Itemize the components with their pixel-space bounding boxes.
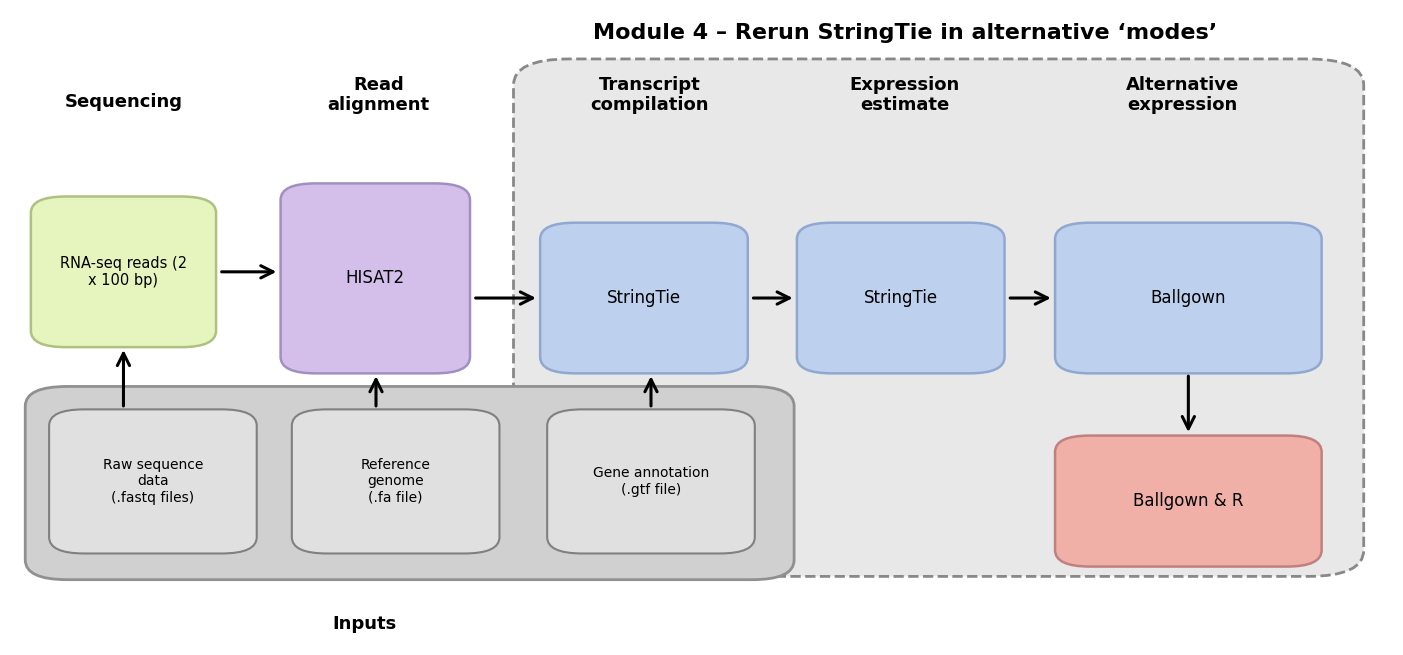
Text: Ballgown & R: Ballgown & R	[1134, 492, 1243, 510]
FancyBboxPatch shape	[540, 223, 748, 373]
FancyBboxPatch shape	[797, 223, 1005, 373]
Text: StringTie: StringTie	[864, 289, 937, 307]
FancyBboxPatch shape	[547, 409, 755, 553]
Text: Alternative
expression: Alternative expression	[1127, 75, 1239, 115]
Text: Transcript
compilation: Transcript compilation	[591, 75, 709, 115]
Text: Expression
estimate: Expression estimate	[850, 75, 960, 115]
Text: HISAT2: HISAT2	[345, 269, 405, 288]
FancyBboxPatch shape	[1055, 223, 1322, 373]
Text: Inputs: Inputs	[333, 614, 397, 633]
Text: Raw sequence
data
(.fastq files): Raw sequence data (.fastq files)	[102, 458, 203, 504]
FancyBboxPatch shape	[49, 409, 257, 553]
FancyBboxPatch shape	[25, 386, 794, 580]
Text: Read
alignment: Read alignment	[328, 75, 429, 115]
Text: RNA-seq reads (2
x 100 bp): RNA-seq reads (2 x 100 bp)	[60, 255, 187, 288]
FancyBboxPatch shape	[31, 196, 216, 347]
Text: StringTie: StringTie	[607, 289, 680, 307]
FancyBboxPatch shape	[281, 183, 470, 373]
Text: Ballgown: Ballgown	[1150, 289, 1226, 307]
Text: Sequencing: Sequencing	[65, 92, 182, 111]
Text: Module 4 – Rerun StringTie in alternative ‘modes’: Module 4 – Rerun StringTie in alternativ…	[593, 23, 1216, 43]
FancyBboxPatch shape	[292, 409, 499, 553]
Text: Reference
genome
(.fa file): Reference genome (.fa file)	[361, 458, 431, 504]
FancyBboxPatch shape	[513, 59, 1364, 576]
FancyBboxPatch shape	[1055, 436, 1322, 567]
Text: Gene annotation
(.gtf file): Gene annotation (.gtf file)	[593, 466, 709, 496]
